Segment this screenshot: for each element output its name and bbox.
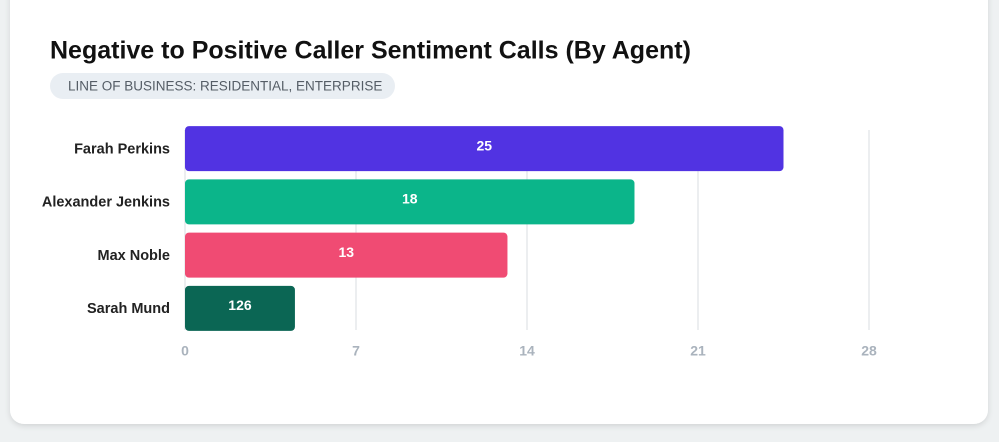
y-tick-label: Farah Perkins [74, 141, 170, 157]
x-tick-label: 28 [861, 343, 877, 359]
bar-label: 126 [228, 297, 252, 313]
x-tick-label: 14 [519, 343, 535, 359]
bar [185, 285, 295, 331]
bar [185, 232, 508, 278]
y-tick-label: Sarah Mund [87, 301, 170, 317]
plot-area: 0 7 14 21 28 Farah Perkins 25 Alexander Jenkins… [42, 126, 877, 359]
bar [185, 179, 635, 225]
bar [185, 126, 784, 172]
bar-label: 18 [402, 191, 418, 207]
subtitle-pill [50, 73, 395, 99]
x-tick-label: 21 [690, 343, 706, 359]
x-tick-label: 0 [181, 343, 189, 359]
bar-label: 13 [338, 244, 354, 260]
x-tick-label: 7 [352, 343, 360, 359]
y-tick-label: Alexander Jenkins [42, 195, 170, 211]
bar-label: 25 [476, 137, 492, 153]
chart-title: Negative to Positive Caller Sentiment Ca… [50, 37, 691, 65]
y-tick-label: Max Noble [97, 248, 170, 264]
chart-subtitle: LINE OF BUSINESS: RESIDENTIAL, ENTERPRIS… [68, 79, 382, 94]
